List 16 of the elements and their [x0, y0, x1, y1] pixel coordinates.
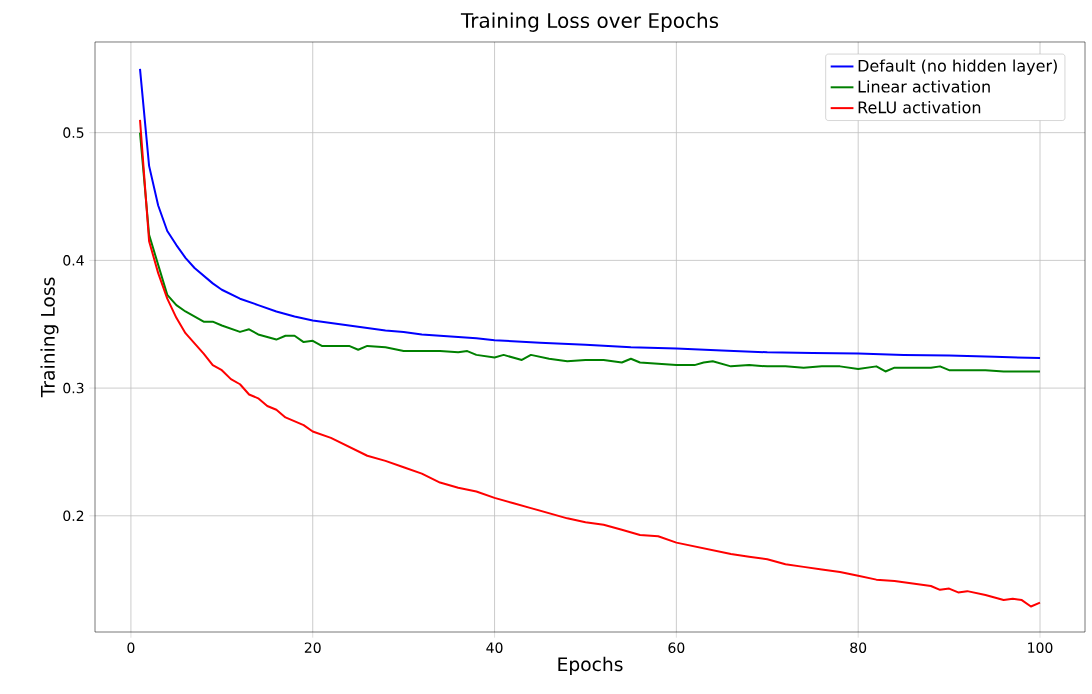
- x-tick-label: 60: [668, 642, 685, 653]
- y-tick-label: 0.2: [63, 510, 84, 522]
- chart-title: Training Loss over Epochs: [460, 12, 719, 32]
- x-tick-label: 40: [486, 642, 503, 653]
- x-tick-label: 20: [304, 642, 321, 653]
- legend-label: Linear activation: [858, 80, 990, 93]
- x-axis-title: Epochs: [558, 656, 623, 675]
- x-tick-label: 100: [1028, 642, 1053, 653]
- x-tick-label: 80: [850, 642, 867, 653]
- x-tick-label: 0: [127, 642, 135, 653]
- y-tick-label: 0.5: [63, 127, 84, 138]
- legend-label: ReLU activation: [858, 101, 981, 114]
- y-tick-label: 0.4: [63, 255, 84, 266]
- y-axis-title: Training Loss: [40, 277, 59, 398]
- y-tick-label: 0.3: [63, 382, 84, 394]
- legend-label: Default (no hidden layer): [858, 59, 1057, 75]
